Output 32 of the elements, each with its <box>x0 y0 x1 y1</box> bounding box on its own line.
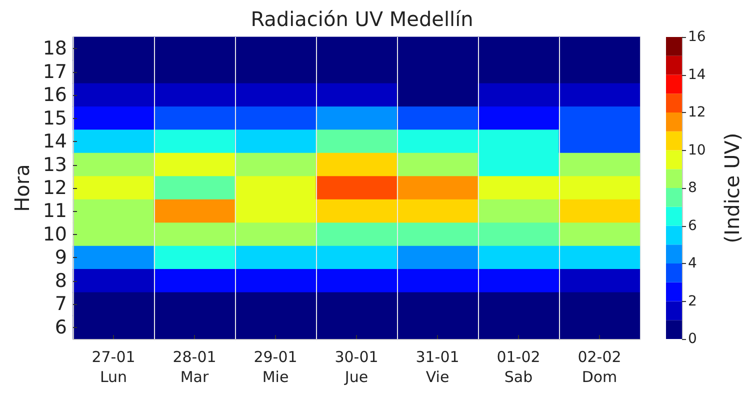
color-bar-label: 2 <box>688 293 697 310</box>
color-bar-label: 0 <box>688 331 697 347</box>
y-axis-title: Hora <box>10 164 34 212</box>
y-tick-label: 6 <box>54 316 67 338</box>
y-tick-label: 9 <box>54 246 67 269</box>
color-bar-label: 4 <box>688 256 697 272</box>
color-bar-label: 14 <box>688 66 706 83</box>
y-tick-label: 15 <box>42 107 67 130</box>
y-tick-label: 8 <box>54 270 67 292</box>
x-tick-label: 28-01 Mar <box>172 348 216 386</box>
y-tick-label: 16 <box>42 84 67 106</box>
x-tick-label: 02-02 Dom <box>578 348 622 386</box>
y-tick-label: 10 <box>42 223 67 246</box>
x-tick-label: 29-01 Mie <box>254 348 298 386</box>
y-tick-label: 13 <box>42 154 67 176</box>
y-tick-label: 17 <box>42 60 67 83</box>
color-bar-title: (Indice UV) <box>720 132 744 244</box>
color-bar-label: 16 <box>688 29 706 45</box>
y-tick-label: 18 <box>42 38 67 60</box>
x-tick-label: 27-01 Lun <box>92 348 136 386</box>
chart-title: Radiación UV Medellín <box>250 7 474 31</box>
x-tick-label: 30-01 Jue <box>334 348 378 386</box>
color-bar-label: 10 <box>688 142 706 158</box>
y-tick-label: 14 <box>42 130 67 153</box>
color-bar-label: 8 <box>688 180 697 196</box>
color-bar-label: 12 <box>688 104 706 120</box>
y-tick-label: 12 <box>42 177 67 199</box>
y-tick-label: 11 <box>42 200 67 222</box>
y-tick-label: 7 <box>54 293 67 316</box>
x-tick-label: 31-01 Vie <box>416 348 460 386</box>
color-bar-label: 6 <box>688 218 697 234</box>
x-tick-label: 01-02 Sab <box>496 348 540 386</box>
